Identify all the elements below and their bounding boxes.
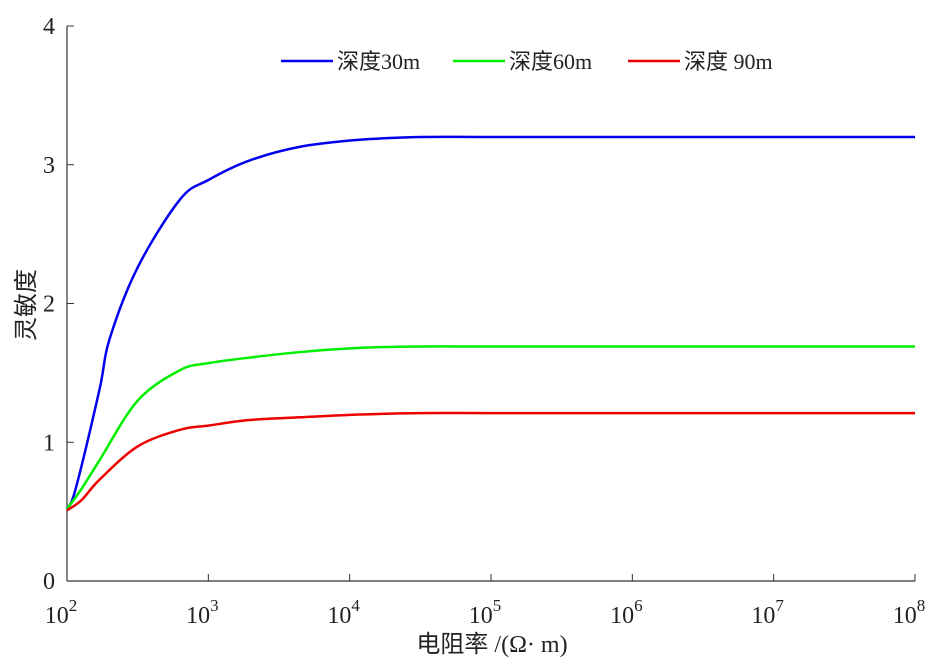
x-tick-label: 104 — [327, 596, 360, 629]
y-tick-label: 3 — [43, 153, 55, 179]
y-tick-label: 4 — [43, 14, 55, 40]
series-line-1 — [65, 135, 915, 510]
y-tick-label: 0 — [43, 569, 55, 595]
series-line-2 — [65, 345, 915, 510]
x-tick-label: 102 — [45, 596, 78, 629]
series-line-3 — [66, 411, 915, 512]
y-axis-label: 灵敏度 — [13, 269, 40, 341]
axes: 102 103 104 105 106 107 108 0 1 2 3 4 — [43, 14, 925, 629]
y-tick-label: 2 — [43, 292, 55, 318]
x-tick-label: 105 — [469, 596, 502, 629]
legend: 深度30m 深度60m 深度 90m — [281, 49, 773, 74]
series-lines — [65, 135, 915, 512]
x-tick-label: 107 — [751, 596, 784, 629]
legend-label-2: 深度60m — [509, 49, 592, 74]
y-tick-label: 1 — [43, 430, 55, 456]
x-tick-label: 103 — [186, 596, 219, 629]
legend-label-1: 深度30m — [337, 49, 420, 74]
x-tick-label: 106 — [610, 596, 643, 629]
x-tick-label: 108 — [893, 596, 926, 629]
legend-label-3: 深度 90m — [684, 49, 773, 74]
x-axis-label: 电阻率 /(Ω· m) — [416, 631, 567, 658]
